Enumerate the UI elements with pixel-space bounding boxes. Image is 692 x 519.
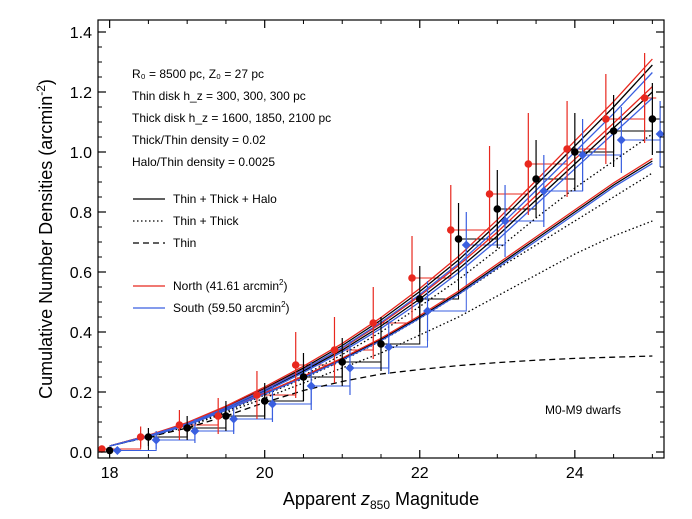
data-point-south (306, 381, 316, 391)
x-tick-label: 20 (256, 465, 274, 482)
data-point-south (267, 399, 277, 409)
data-point-north (640, 94, 649, 102)
model-curve-thin-thick-high (109, 133, 653, 447)
data-point-combined (299, 373, 308, 381)
data-point-combined (222, 412, 230, 420)
data-point-combined (493, 205, 502, 213)
data-point-north (524, 160, 533, 168)
data-points (98, 53, 665, 455)
data-point-south (539, 186, 549, 196)
step-histograms (101, 97, 664, 451)
data-point-combined (454, 235, 463, 243)
annotation-thick-disk: Thick disk h_z = 1600, 1850, 2100 pc (132, 111, 331, 125)
data-point-north (602, 115, 610, 123)
data-point-combined (571, 148, 579, 156)
model-curve-thin-thick-mid (109, 172, 653, 447)
y-tick-label: 0.8 (70, 205, 92, 222)
data-point-combined (377, 340, 385, 348)
data-point-combined (183, 424, 191, 432)
x-axis-title: Apparent z850 Magnitude (283, 489, 479, 512)
y-tick-label: 0.0 (70, 445, 92, 462)
data-point-north (563, 145, 571, 153)
legend-label-thin-thick-halo: Thin + Thick + Halo (173, 192, 277, 206)
data-point-south (461, 240, 471, 250)
annotation-sample-label: M0-M9 dwarfs (545, 403, 621, 417)
axis-ticks: 18 20 22 24 0.0 0.2 0.4 0.6 0.8 1.0 1.2 1.4 (70, 20, 664, 482)
data-point-combined (260, 397, 269, 405)
data-point-north (253, 391, 261, 399)
data-point-south (616, 135, 626, 145)
annotation-thin-disk: Thin disk h_z = 300, 300, 300 pc (132, 89, 306, 103)
data-point-south (190, 426, 200, 436)
x-tick-label: 18 (101, 465, 119, 482)
data-point-north (291, 361, 300, 369)
data-point-north (369, 319, 378, 327)
annotation-thick-thin-ratio: Thick/Thin density = 0.02 (132, 133, 266, 147)
data-point-south (500, 216, 510, 226)
data-point-combined (338, 358, 347, 366)
data-point-north (330, 346, 339, 354)
annotation-halo-thin-ratio: Halo/Thin density = 0.0025 (132, 155, 275, 169)
data-point-combined (532, 175, 540, 183)
data-point-north (175, 421, 184, 429)
y-tick-label: 0.6 (70, 265, 92, 282)
y-tick-label: 0.4 (70, 325, 92, 342)
y-tick-label: 1.0 (70, 145, 92, 162)
data-point-south (229, 414, 239, 424)
data-point-combined (609, 127, 618, 135)
data-point-south (578, 150, 588, 160)
data-point-north (98, 445, 106, 453)
model-curve-south-fit-high (109, 72, 653, 447)
model-parameters: R₀ = 8500 pc, Z₀ = 27 pc Thin disk h_z =… (132, 67, 621, 417)
data-point-south (345, 363, 355, 373)
data-point-combined (144, 433, 153, 441)
y-tick-label: 0.2 (70, 385, 92, 402)
legend: Thin + Thick + Halo Thin + Thick Thin No… (133, 192, 290, 315)
model-curve-thin (109, 355, 653, 447)
x-tick-label: 24 (566, 465, 584, 482)
legend-label-thin: Thin (173, 236, 196, 250)
data-point-north (214, 412, 222, 420)
annotation-r0-z0: R₀ = 8500 pc, Z₀ = 27 pc (132, 67, 264, 81)
legend-label-north: North (41.61 arcmin2) (173, 278, 288, 293)
data-point-south (151, 435, 161, 445)
data-point-north (446, 226, 455, 234)
data-point-south (112, 446, 122, 455)
legend-label-south: South (59.50 arcmin2) (173, 300, 290, 315)
data-point-north (485, 190, 494, 198)
data-point-south (423, 306, 433, 316)
data-point-south (384, 342, 394, 352)
data-point-combined (415, 295, 424, 303)
x-tick-label: 22 (411, 465, 429, 482)
data-point-north (136, 433, 145, 441)
legend-label-thin-thick: Thin + Thick (173, 214, 239, 228)
y-tick-label: 1.4 (70, 25, 92, 42)
data-point-north (408, 274, 416, 282)
y-tick-label: 1.2 (70, 85, 92, 102)
data-point-south (655, 129, 665, 139)
y-axis-title: Cumulative Number Densities (arcmin-2) (34, 79, 56, 399)
data-point-combined (648, 115, 657, 123)
